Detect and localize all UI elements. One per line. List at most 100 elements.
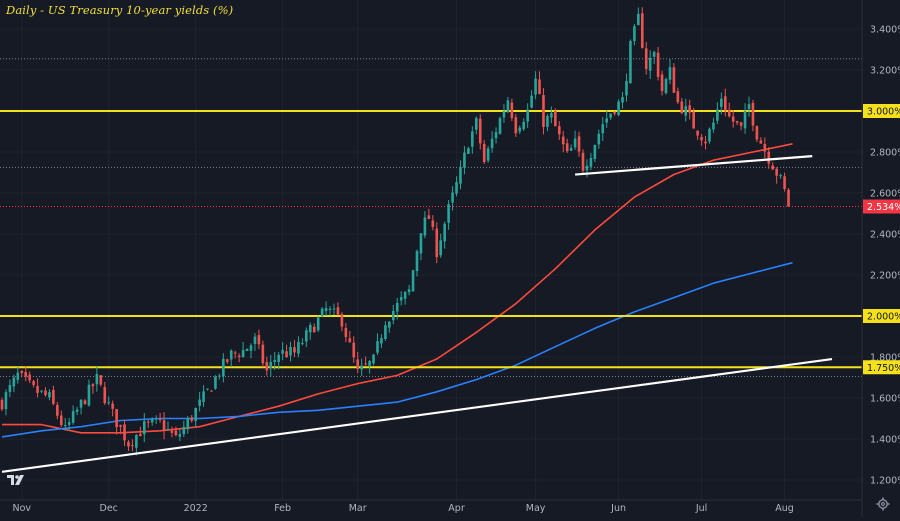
last-price-tag (863, 199, 900, 214)
candle-body (557, 126, 561, 135)
candle-body (451, 192, 454, 203)
candle-body (123, 424, 126, 441)
level-price-label: 2.000% (867, 312, 900, 323)
candle-body (467, 148, 470, 154)
candle-body (577, 136, 581, 152)
candle-body (459, 167, 462, 184)
time-tick-label: Apr (448, 503, 465, 514)
candle-body (435, 228, 439, 258)
candle-body (704, 141, 707, 144)
candle-body (423, 217, 427, 236)
moving-averages (1, 143, 793, 438)
candle-body (727, 109, 731, 117)
price-tick-label: 1.800% (870, 353, 900, 364)
candle-body (443, 223, 446, 242)
candle-body (478, 118, 482, 144)
candle-body (67, 422, 71, 425)
candle-body (91, 384, 95, 387)
candle-body (747, 104, 751, 110)
ma-line (1, 261, 793, 438)
candle-body (336, 307, 340, 315)
candle-body (158, 418, 162, 420)
price-tick-label: 2.600% (870, 189, 900, 200)
candle-body (542, 95, 545, 127)
candle-body (510, 102, 514, 119)
price-tick-label: 3.400% (870, 25, 900, 36)
candle-body (352, 342, 356, 358)
candle-body (613, 111, 616, 114)
time-tick-label: Jun (610, 503, 626, 514)
candle-body (293, 347, 296, 353)
candle-body (637, 13, 640, 26)
candle-body (783, 176, 786, 190)
candle-body (8, 385, 12, 392)
candle-body (281, 349, 284, 354)
candle-body (696, 130, 699, 136)
level-price-label: 1.750% (867, 363, 900, 374)
candle-body (225, 359, 229, 362)
candle-body (20, 371, 24, 373)
candle-body (229, 350, 233, 360)
candle-body (731, 116, 735, 122)
candle-body (48, 392, 51, 398)
candle-body (376, 341, 379, 353)
price-tick-label: 2.200% (870, 271, 900, 282)
candle-body (486, 148, 490, 161)
candle-body (640, 13, 644, 48)
candle-body (261, 344, 265, 364)
candle-body (751, 102, 755, 126)
candle-body (273, 359, 277, 362)
candle-body (530, 95, 533, 108)
candle-body (131, 445, 134, 447)
candle-body (71, 411, 75, 423)
candle-body (154, 418, 158, 420)
last-price-label: 2.534% (867, 202, 900, 213)
candles (0, 7, 790, 456)
price-axis: 3.400% 3.200% 2.800% 2.600% 2.400% 2.200% 1.80… (861, 0, 900, 517)
candle-body (348, 338, 352, 343)
candle-body (514, 117, 518, 134)
candle-body (775, 168, 778, 176)
candle-body (56, 404, 59, 416)
time-tick-label: Feb (274, 503, 291, 514)
chart-title: Daily - US Treasury 10-year yields (%) (6, 3, 234, 17)
candle-body (162, 420, 166, 432)
candle-body (391, 310, 395, 321)
candle-body (178, 434, 182, 437)
candle-body (277, 354, 280, 363)
tradingview-logo-icon[interactable] (6, 473, 28, 487)
time-tick-label: 2022 (184, 503, 208, 514)
candle-body (522, 121, 526, 130)
candle-body (565, 143, 569, 152)
time-tick-label: Dec (100, 503, 118, 514)
candle-body (198, 399, 201, 406)
gear-icon[interactable] (876, 497, 890, 511)
candle-body (723, 96, 727, 111)
candle-body (597, 133, 601, 145)
candle-body (59, 415, 63, 426)
grid-lines (0, 0, 862, 500)
candle-body (621, 97, 624, 103)
candle-body (305, 330, 308, 342)
candle-body (763, 144, 767, 152)
candle-body (372, 354, 375, 364)
candle-body (297, 341, 300, 354)
candle-body (506, 100, 510, 113)
candle-body (498, 118, 502, 134)
candle-body (388, 321, 391, 328)
candle-body (463, 152, 466, 168)
candle-body (4, 392, 8, 410)
candle-body (427, 215, 431, 220)
candle-body (265, 362, 269, 371)
candle-body (95, 374, 99, 385)
candle-body (135, 434, 138, 448)
candle-body (269, 361, 273, 369)
candle-body (720, 98, 723, 107)
candle-body (534, 78, 537, 95)
candle-body (708, 128, 711, 142)
neckline-trendline (575, 155, 813, 176)
candle-body (52, 389, 55, 404)
candle-body (356, 359, 360, 370)
